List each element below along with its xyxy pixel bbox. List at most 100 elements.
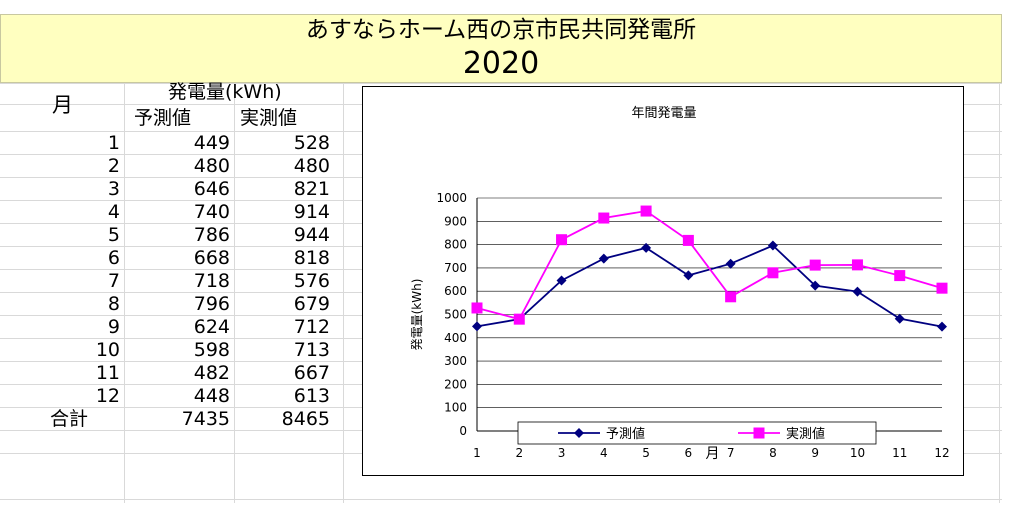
data-point-forecast: [937, 321, 947, 332]
actual-cell: 679: [293, 293, 330, 315]
data-point-actual: [936, 282, 948, 294]
grid-column-line: [234, 83, 235, 503]
grid-column-line: [343, 83, 344, 503]
forecast-header: 予測値: [134, 107, 192, 129]
month-header: 月: [52, 93, 73, 117]
month-cell: 2: [107, 155, 120, 177]
forecast-cell: 598: [193, 339, 230, 361]
forecast-cell: 796: [193, 293, 230, 315]
year-title: 2020: [0, 46, 1002, 83]
data-point-actual: [809, 259, 821, 271]
actual-cell: 480: [293, 155, 330, 177]
data-point-actual: [682, 234, 694, 246]
month-cell: 11: [95, 362, 120, 384]
y-tick-label: 1000: [436, 191, 467, 205]
actual-cell: 944: [293, 224, 330, 246]
data-point-actual: [725, 291, 737, 303]
data-point-actual: [640, 205, 652, 217]
data-point-forecast: [852, 286, 863, 297]
month-cell: 7: [107, 270, 120, 292]
data-point-forecast: [641, 242, 652, 253]
legend-label: 実測値: [786, 426, 825, 442]
x-tick-label: 9: [811, 446, 819, 460]
series-line-2: [476, 210, 943, 321]
actual-cell: 818: [293, 247, 330, 269]
x-axis-label: 月: [706, 446, 720, 462]
total-label: 合計: [50, 408, 89, 430]
x-tick-label: 7: [727, 446, 735, 460]
month-cell: 4: [107, 201, 120, 223]
data-point-actual: [598, 212, 610, 224]
month-cell: 1: [107, 132, 120, 154]
y-tick-label: 400: [444, 331, 467, 345]
actual-header: 実測値: [240, 107, 298, 129]
actual-cell: 576: [293, 270, 330, 292]
forecast-cell: 718: [193, 270, 230, 292]
x-tick-label: 11: [892, 446, 907, 460]
actual-cell: 528: [293, 132, 330, 154]
data-point-forecast: [472, 321, 482, 332]
forecast-cell: 624: [193, 316, 230, 338]
month-cell: 3: [107, 178, 120, 200]
grid-line: [0, 499, 1002, 500]
legend-label: 予測値: [606, 426, 645, 442]
legend: [517, 421, 877, 445]
data-point-forecast: [767, 240, 778, 251]
x-tick-label: 4: [600, 446, 608, 460]
chart-canvas: 年間発電量 0 100 200 300 400 500 600 700 800 900 1000 発電量…: [410, 106, 950, 462]
y-tick-label: 100: [444, 401, 467, 415]
data-point-forecast: [894, 313, 905, 324]
month-cell: 5: [107, 224, 120, 246]
x-tick-label: 1: [473, 446, 481, 460]
actual-cell: 821: [293, 178, 330, 200]
x-tick-label: 5: [642, 446, 650, 460]
month-cell: 9: [107, 316, 120, 338]
forecast-cell: 786: [193, 224, 230, 246]
y-tick-label: 900: [444, 214, 467, 228]
data-point-actual: [556, 234, 568, 246]
data-point-forecast: [598, 253, 609, 264]
total-forecast: 7435: [181, 408, 230, 430]
y-tick-label: 700: [444, 261, 467, 275]
forecast-cell: 646: [193, 178, 230, 200]
month-cell: 10: [95, 339, 120, 361]
x-tick-label: 2: [515, 446, 523, 460]
month-cell: 8: [107, 293, 120, 315]
generation-header: 発電量(kWh): [168, 81, 282, 103]
forecast-cell: 482: [193, 362, 230, 384]
x-tick-label: 12: [934, 446, 949, 460]
x-tick-label: 8: [769, 446, 777, 460]
page-title: あすならホーム西の京市民共同発電所: [0, 14, 1002, 47]
data-point-actual: [471, 302, 483, 314]
data-point-forecast: [725, 258, 736, 269]
forecast-cell: 449: [193, 132, 230, 154]
y-tick-label: 0: [459, 424, 467, 438]
data-point-forecast: [810, 280, 821, 291]
y-tick-label: 300: [444, 354, 467, 368]
data-point-forecast: [556, 275, 567, 286]
x-tick-label: 3: [558, 446, 566, 460]
actual-cell: 712: [293, 316, 330, 338]
total-actual: 8465: [281, 408, 330, 430]
annual-generation-chart: 年間発電量 0 100 200 300 400 500 600 700 800 900 1000 発電量…: [362, 86, 964, 476]
legend-marker: [753, 427, 765, 439]
data-point-forecast: [683, 270, 694, 281]
data-point-actual: [894, 270, 906, 282]
chart-title: 年間発電量: [631, 106, 696, 121]
legend-marker: [574, 428, 584, 438]
month-cell: 6: [107, 247, 120, 269]
actual-cell: 667: [293, 362, 330, 384]
actual-cell: 613: [293, 385, 330, 407]
grid-column-line: [999, 83, 1000, 503]
y-tick-label: 800: [444, 238, 467, 252]
forecast-cell: 448: [193, 385, 230, 407]
actual-cell: 914: [293, 201, 330, 223]
grid-line: [0, 83, 1002, 84]
y-tick-label: 500: [444, 308, 467, 322]
actual-cell: 713: [293, 339, 330, 361]
data-point-actual: [513, 313, 525, 325]
data-point-actual: [767, 267, 779, 279]
grid-column-line: [124, 83, 125, 503]
forecast-cell: 480: [193, 155, 230, 177]
x-tick-label: 10: [850, 446, 865, 460]
